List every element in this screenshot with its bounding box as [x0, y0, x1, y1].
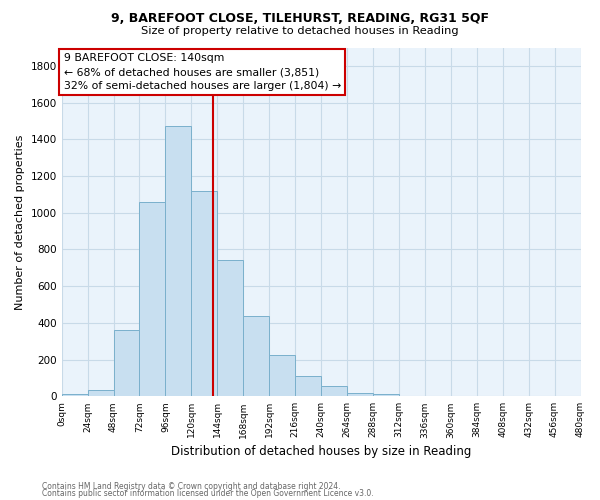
Text: 9, BAREFOOT CLOSE, TILEHURST, READING, RG31 5QF: 9, BAREFOOT CLOSE, TILEHURST, READING, R… [111, 12, 489, 26]
Bar [88, 390, 113, 396]
Text: Size of property relative to detached houses in Reading: Size of property relative to detached ho… [141, 26, 459, 36]
Y-axis label: Number of detached properties: Number of detached properties [15, 134, 25, 310]
Text: 9 BAREFOOT CLOSE: 140sqm
← 68% of detached houses are smaller (3,851)
32% of sem: 9 BAREFOOT CLOSE: 140sqm ← 68% of detach… [64, 53, 341, 91]
Bar [166, 126, 191, 396]
Bar [113, 330, 139, 396]
Bar [295, 376, 321, 396]
Bar [139, 202, 166, 396]
Bar [62, 394, 88, 396]
Bar [373, 394, 399, 396]
Text: Contains HM Land Registry data © Crown copyright and database right 2024.: Contains HM Land Registry data © Crown c… [42, 482, 341, 491]
X-axis label: Distribution of detached houses by size in Reading: Distribution of detached houses by size … [171, 444, 471, 458]
Bar [347, 392, 373, 396]
Bar [321, 386, 347, 396]
Bar [191, 190, 217, 396]
Bar [269, 355, 295, 397]
Bar [217, 260, 243, 396]
Text: Contains public sector information licensed under the Open Government Licence v3: Contains public sector information licen… [42, 489, 374, 498]
Bar [243, 316, 269, 396]
